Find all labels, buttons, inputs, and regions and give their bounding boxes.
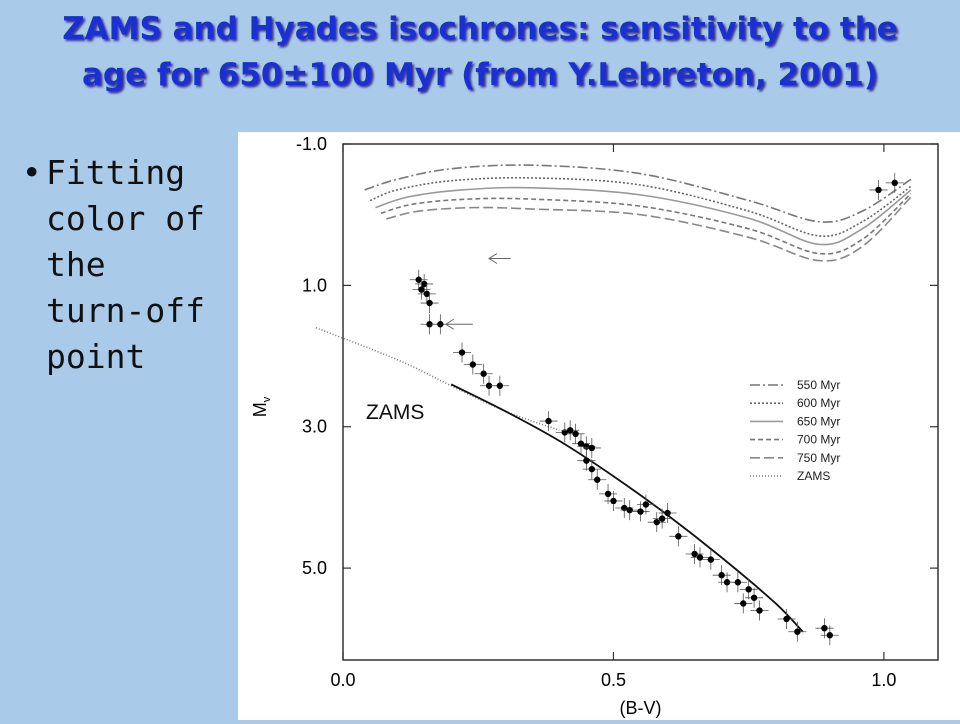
slide-title: ZAMS and Hyades isochrones: sensitivity …	[0, 6, 960, 98]
star-data-point	[728, 572, 747, 593]
plot-frame	[342, 143, 939, 661]
star-data-point	[685, 543, 704, 564]
hr-diagram-figure: 0.0 0.5 1.0 -1.0 1.0 3.0 5.0 550 Myr 600 Myr 650…	[238, 132, 960, 720]
x-tick-label: 0.0	[330, 670, 355, 690]
star-data-point	[474, 363, 493, 384]
bullet-text: Fitting color of the turn-off point	[46, 153, 205, 376]
star-data-point	[604, 490, 623, 511]
star-data-point	[636, 494, 655, 515]
y-tick-label: 5.0	[302, 558, 327, 578]
star-data-point	[788, 621, 807, 642]
star-data-point	[412, 279, 431, 300]
svg-text:600 Myr: 600 Myr	[797, 396, 840, 410]
star-data-point	[582, 437, 601, 458]
isochrone-zams	[315, 327, 560, 432]
legend-entry: 700 Myr	[750, 433, 840, 447]
svg-text:ZAMS: ZAMS	[797, 469, 830, 483]
legend-entry: 600 Myr	[750, 396, 840, 410]
star-data-point	[691, 547, 709, 568]
star-data-point	[539, 411, 558, 432]
star-data-point	[739, 579, 758, 600]
star-data-point	[869, 179, 888, 200]
star-data-point	[599, 483, 618, 504]
turnoff-arrow-1	[488, 253, 511, 264]
star-data-point	[620, 500, 639, 521]
x-tick-label: 1.0	[871, 670, 896, 690]
star-data-point	[566, 423, 585, 444]
star-data-point	[885, 172, 904, 193]
x-axis-title: (B-V)	[620, 698, 662, 718]
svg-text:650 Myr: 650 Myr	[797, 414, 840, 428]
star-data-point	[420, 293, 439, 314]
isochrone-750-myr	[386, 196, 912, 262]
y-tick-label: 3.0	[302, 417, 327, 437]
bullet-dot-icon: •	[22, 153, 42, 192]
isochrone-700-myr	[380, 192, 912, 255]
star-data-point	[582, 459, 601, 480]
star-data-point	[561, 420, 580, 441]
star-data-point	[750, 600, 769, 621]
y-tick-label: -1.0	[296, 134, 327, 154]
legend-entry: 750 Myr	[750, 451, 840, 465]
legend-entry: 650 Myr	[750, 414, 840, 428]
star-data-point	[669, 526, 688, 547]
star-data-point	[745, 587, 764, 608]
star-data-point	[647, 512, 666, 533]
star-data-point	[577, 450, 596, 471]
title-line-1: ZAMS and Hyades isochrones: sensitivity …	[62, 11, 898, 47]
zams-annotation: ZAMS	[366, 401, 424, 424]
star-data-point	[588, 469, 607, 490]
legend-entry: 550 Myr	[750, 378, 840, 392]
bullet-list: • Fitting color of the turn-off point	[22, 150, 227, 380]
star-data-point	[658, 502, 677, 523]
star-data-point	[701, 549, 720, 570]
x-tick-label: 0.5	[601, 670, 626, 690]
star-data-point	[409, 269, 428, 290]
svg-text:550 Myr: 550 Myr	[797, 378, 840, 392]
star-data-point	[815, 618, 834, 639]
main-sequence-line	[450, 383, 804, 633]
svg-text:750 Myr: 750 Myr	[797, 451, 840, 465]
star-data-point	[712, 565, 731, 586]
star-data-point	[820, 625, 839, 646]
hr-diagram-chart: 0.0 0.5 1.0 -1.0 1.0 3.0 5.0 550 Myr 600 Myr 650…	[250, 134, 939, 718]
star-data-point	[631, 501, 650, 522]
star-data-point	[453, 342, 471, 363]
star-data-point	[653, 508, 672, 529]
star-data-point	[777, 609, 796, 630]
star-data-point	[463, 354, 482, 375]
isochrone-650-myr	[375, 186, 912, 246]
y-tick-label: 1.0	[302, 275, 327, 295]
y-axis-title: Mv	[250, 396, 273, 417]
star-data-point	[490, 375, 509, 396]
legend-entry: ZAMS	[750, 469, 830, 483]
isochrone-600-myr	[369, 176, 912, 237]
star-data-point	[417, 283, 436, 304]
svg-text:700 Myr: 700 Myr	[797, 433, 840, 447]
title-line-2: age for 650±100 Myr (from Y.Lebreton, 20…	[81, 57, 879, 93]
isochrone-550-myr	[364, 164, 912, 223]
star-data-point	[734, 593, 753, 614]
turnoff-arrow-2	[444, 318, 473, 330]
